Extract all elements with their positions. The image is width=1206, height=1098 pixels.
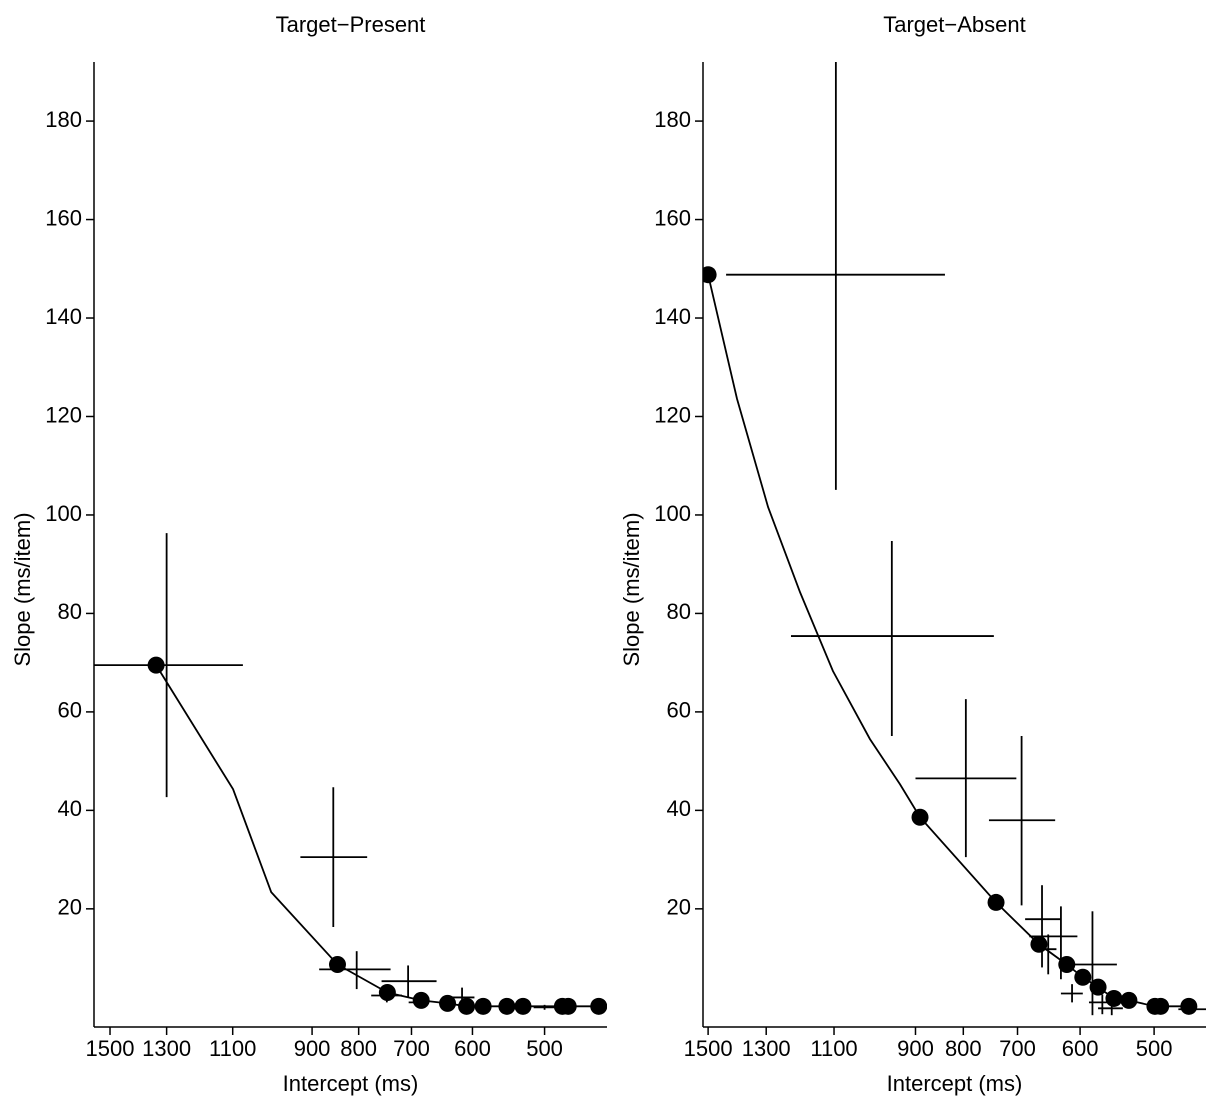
y-tick-label: 180 [654,107,691,132]
y-tick-label: 20 [58,895,82,920]
y-tick-label: 160 [45,205,82,230]
y-tick-label: 40 [58,796,82,821]
y-tick-label: 120 [45,402,82,427]
x-tick-label: 1500 [86,1036,135,1061]
point [328,955,346,973]
x-tick-label: 1100 [810,1036,857,1061]
x-tick-label: 1500 [684,1036,733,1061]
point [987,893,1005,911]
y-tick-label: 60 [58,698,82,723]
point [1105,989,1123,1007]
point [378,984,396,1002]
point [590,997,607,1015]
y-tick-label: 100 [654,501,691,526]
x-tick-label: 1300 [142,1036,191,1061]
y-tick-label: 100 [45,501,82,526]
x-tick-label: 700 [393,1036,430,1061]
plot-area [94,533,607,1015]
fit-line [707,274,1189,1008]
y-tick-label: 80 [58,599,82,624]
x-tick-label: 1300 [742,1036,791,1061]
x-tick-label: 600 [454,1036,491,1061]
point [1074,968,1092,986]
x-axis-label: Intercept (ms) [283,1071,419,1096]
x-axis-label: Intercept (ms) [887,1071,1023,1096]
point [147,656,165,674]
point [458,997,476,1015]
y-tick-label: 20 [667,895,691,920]
x-tick-label: 800 [945,1036,982,1061]
point [1152,997,1170,1015]
panel: Target−Absent Intercept (ms) Slope (ms/ite… [619,12,1206,1096]
x-tick-label: 900 [897,1036,934,1061]
point [514,997,532,1015]
point [1120,991,1138,1009]
fit-line [155,664,599,1008]
point [1180,997,1198,1015]
point [1030,935,1048,953]
point [1058,955,1076,973]
point [911,808,929,826]
x-tick-label: 700 [999,1036,1036,1061]
y-tick-label: 120 [654,402,691,427]
y-tick-label: 80 [667,599,691,624]
x-tick-label: 500 [1136,1036,1173,1061]
y-axis-label: Slope (ms/item) [10,512,35,666]
chart-title: Target−Present [276,12,426,37]
plot-area [703,62,1206,1016]
x-tick-label: 500 [526,1036,563,1061]
y-tick-label: 140 [45,304,82,329]
point [412,991,430,1009]
x-tick-label: 900 [294,1036,331,1061]
point [1089,978,1107,996]
x-tick-label: 800 [340,1036,377,1061]
y-tick-label: 180 [45,107,82,132]
x-tick-label: 600 [1062,1036,1099,1061]
y-tick-label: 160 [654,205,691,230]
point [498,997,516,1015]
y-axis-label: Slope (ms/item) [619,512,644,666]
x-tick-label: 1100 [209,1036,256,1061]
chart-title: Target−Absent [883,12,1025,37]
point [439,994,457,1012]
panel: Target−Present Intercept (ms) Slope (ms/it… [10,12,607,1096]
point [703,266,717,284]
point [474,997,492,1015]
y-tick-label: 40 [667,796,691,821]
y-tick-label: 60 [667,698,691,723]
point [559,997,577,1015]
y-tick-label: 140 [654,304,691,329]
